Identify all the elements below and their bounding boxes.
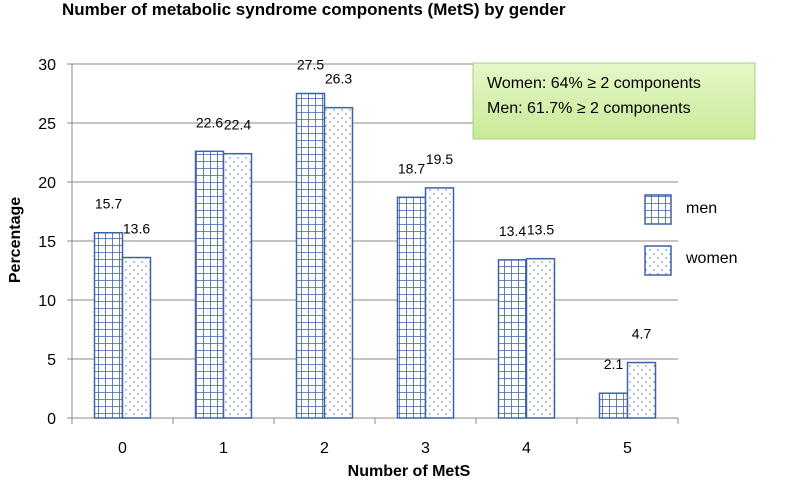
x-tick-labels: 0 1 2 3 4 5 [118, 440, 632, 457]
x-tick-label-5: 5 [623, 440, 632, 457]
y-tick-label-10: 10 [38, 293, 56, 310]
x-tick-label-3: 3 [421, 440, 430, 457]
data-label-women-2: 26.3 [325, 71, 352, 87]
data-label-women-3: 19.5 [426, 151, 453, 167]
bar-women-1 [222, 152, 253, 419]
annotation-line-women: Women: 64% ≥ 2 components [487, 75, 701, 92]
axes [67, 63, 679, 424]
legend-label-women: women [685, 250, 738, 267]
legend-swatch-women [644, 245, 672, 276]
y-tick-label-30: 30 [38, 57, 56, 74]
data-label-men-4: 13.4 [499, 223, 526, 239]
data-label-men-2: 27.5 [297, 57, 324, 73]
x-tick-label-1: 1 [219, 440, 228, 457]
x-tick-label-4: 4 [522, 440, 531, 457]
legend-swatch-men [644, 194, 672, 225]
data-label-men-3: 18.7 [398, 160, 425, 176]
bar-men-1 [194, 150, 225, 419]
bar-women-5 [626, 361, 657, 419]
annotation-box: Women: 64% ≥ 2 components Men: 61.7% ≥ 2… [472, 62, 756, 140]
data-label-women-1: 22.4 [224, 117, 251, 133]
data-labels: 15.713.6 22.6 22.4 27.526.3 18.719.5 13.4 13.5… [95, 57, 652, 373]
bar-men-5 [598, 392, 629, 419]
y-tick-label-25: 25 [38, 116, 56, 133]
y-tick-label-20: 20 [38, 175, 56, 192]
legend: men women [644, 194, 738, 276]
bar-men-3 [396, 196, 427, 419]
bar-men-4 [497, 259, 528, 419]
data-label-men-5: 2.1 [604, 356, 624, 372]
data-label-women-4: 13.5 [527, 222, 554, 238]
bar-women-0 [121, 256, 152, 419]
y-tick-labels: 0 5 10 15 20 25 30 [38, 57, 56, 428]
y-tick-label-0: 0 [47, 411, 56, 428]
data-label-men-0: 15.7 [95, 196, 122, 212]
x-tick-label-0: 0 [118, 440, 127, 457]
annotation-background [472, 62, 756, 140]
bar-men-2 [295, 92, 326, 419]
y-tick-label-15: 15 [38, 234, 56, 251]
data-label-women-0: 13.6 [123, 221, 150, 237]
y-tick-label-5: 5 [47, 352, 56, 369]
bar-women-4 [525, 257, 556, 419]
data-label-men-1: 22.6 [196, 114, 223, 130]
chart-title: Number of metabolic syndrome components … [62, 0, 566, 19]
bar-men-0 [93, 231, 124, 419]
legend-label-men: men [686, 200, 717, 217]
bars [93, 92, 657, 419]
bar-women-3 [424, 187, 455, 419]
gridlines [72, 63, 678, 360]
y-axis-title: Percentage [7, 197, 24, 283]
x-axis-title: Number of MetS [348, 463, 471, 480]
annotation-line-men: Men: 61.7% ≥ 2 components [487, 100, 691, 117]
bar-women-2 [323, 106, 354, 419]
data-label-women-5: 4.7 [632, 326, 652, 342]
x-tick-label-2: 2 [320, 440, 329, 457]
